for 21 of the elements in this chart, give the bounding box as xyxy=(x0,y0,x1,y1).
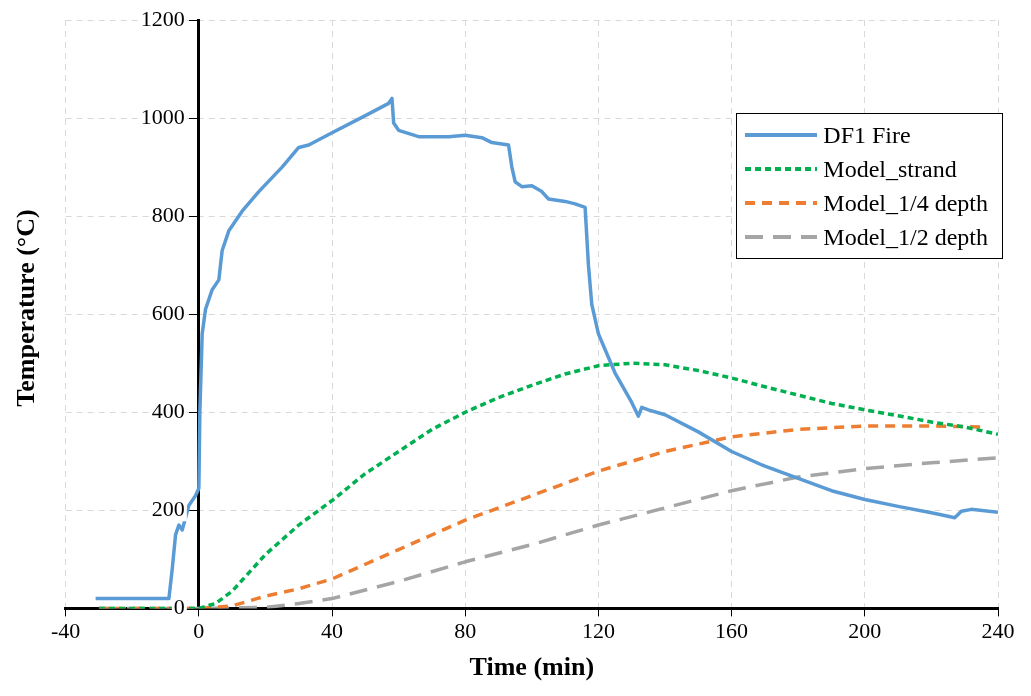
x-tick-label: 240 xyxy=(981,618,1015,644)
y-tick-label: 200 xyxy=(151,496,185,522)
x-axis-title: Time (min) xyxy=(469,652,595,682)
y-tick-label: 800 xyxy=(151,201,185,227)
x-tick-label: 160 xyxy=(715,618,749,644)
y-tick-label: 600 xyxy=(151,299,185,325)
legend-label: DF1 Fire xyxy=(823,121,911,150)
x-tick-label: 40 xyxy=(321,618,344,644)
legend-label: Model_strand xyxy=(823,155,957,184)
legend-label: Model_1/4 depth xyxy=(823,189,988,218)
y-tick-label: 1200 xyxy=(140,5,185,31)
y-tick-label: 0 xyxy=(173,594,185,620)
x-tick-label: 120 xyxy=(581,618,615,644)
x-tick-label: -40 xyxy=(51,618,81,644)
x-tick-label: 200 xyxy=(848,618,882,644)
y-tick-label: 1000 xyxy=(140,103,185,129)
legend-label: Model_1/2 depth xyxy=(823,223,988,252)
x-tick-label: 0 xyxy=(193,618,205,644)
x-tick-label: 80 xyxy=(454,618,477,644)
y-axis-title: Temperature (°C) xyxy=(11,209,41,407)
y-tick-label: 400 xyxy=(151,398,185,424)
